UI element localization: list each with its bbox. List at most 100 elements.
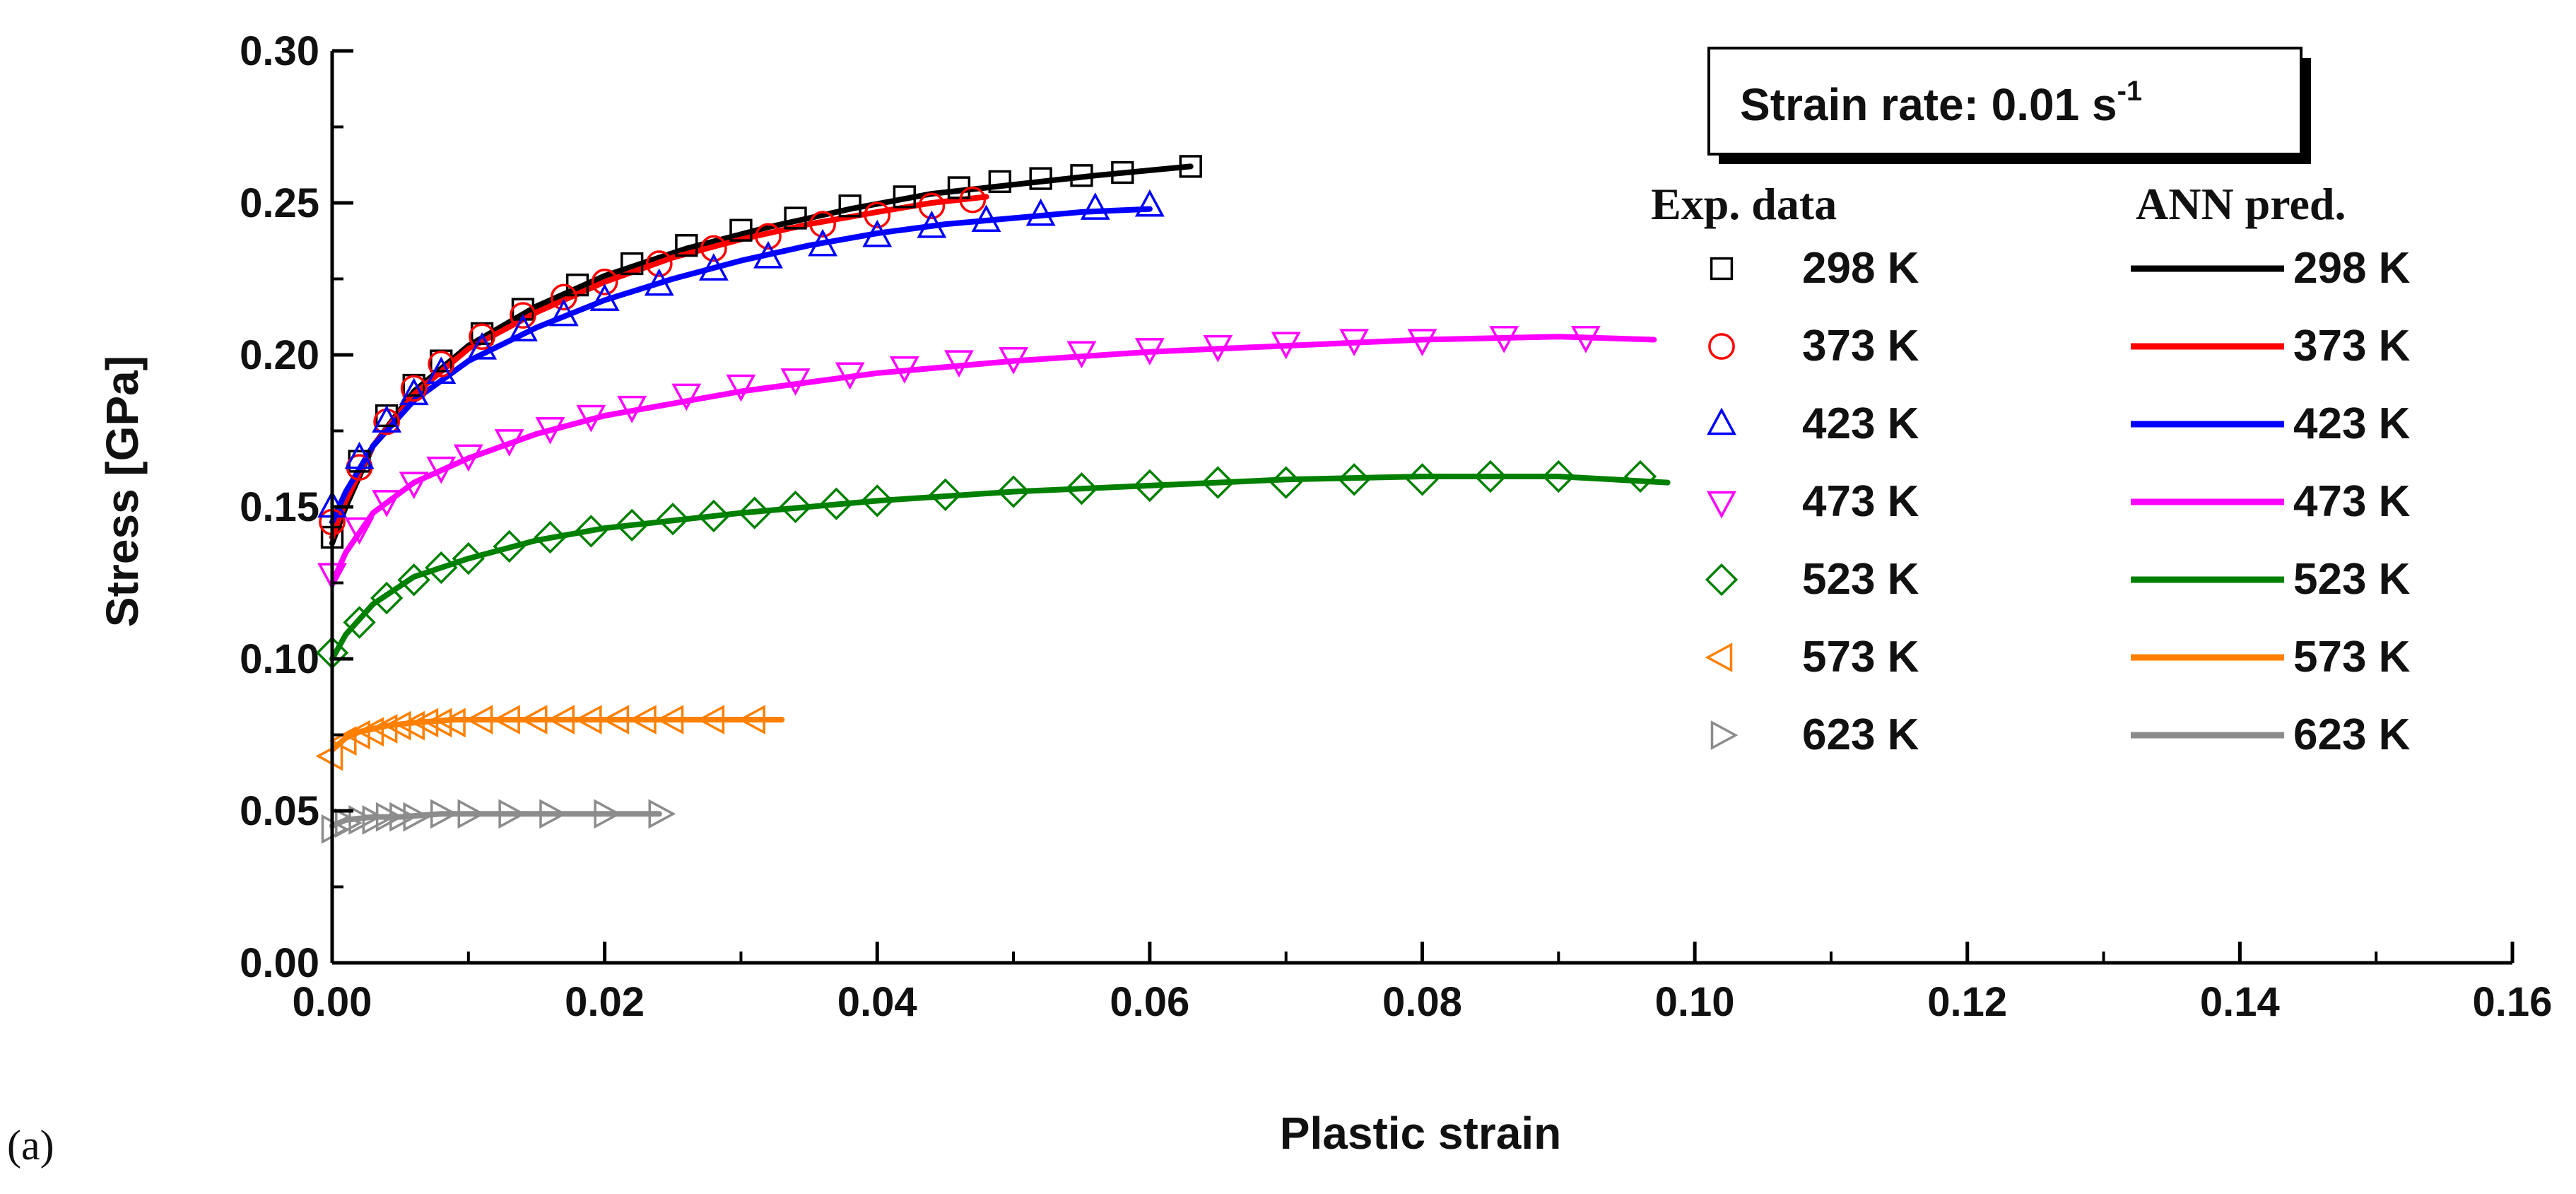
exp-point-523k xyxy=(1201,466,1235,499)
exp-point-423k xyxy=(753,240,783,269)
exp-point-423k xyxy=(467,332,498,360)
exp-point-523k xyxy=(1474,460,1507,493)
exp-point-423k xyxy=(1080,192,1110,220)
exp-point-523k xyxy=(1623,460,1657,493)
exp-point-298k xyxy=(838,194,861,218)
legend: Exp. data ANN pred. 298 K 298 K 373 K 373 K… xyxy=(1651,179,2411,759)
exp-point-473k xyxy=(399,472,429,500)
exp-point-623k xyxy=(389,802,417,832)
exp-point-573k xyxy=(738,705,765,734)
exp-point-523k xyxy=(779,490,812,524)
exp-point-423k xyxy=(426,356,457,385)
x-tick-label: 0.12 xyxy=(1927,979,2007,1025)
exp-point-523k xyxy=(575,515,608,548)
exp-point-473k xyxy=(576,404,606,433)
exp-point-473k xyxy=(1271,332,1301,360)
exp-point-623k xyxy=(498,799,527,829)
exp-point-573k xyxy=(315,741,343,771)
x-tick-label: 0.08 xyxy=(1382,979,1462,1025)
exp-point-523k xyxy=(1065,472,1098,505)
exp-point-373k xyxy=(645,250,673,277)
y-tick-label: 0.00 xyxy=(240,940,319,986)
exp-point-473k xyxy=(1134,338,1165,365)
legend-ann-label-423k: 423 K xyxy=(2293,399,2411,448)
exp-point-623k xyxy=(539,799,567,829)
exp-point-423k xyxy=(644,268,674,296)
exp-point-523k xyxy=(1542,460,1575,493)
legend-ann-header: ANN pred. xyxy=(2136,179,2346,229)
panel-label: (a) xyxy=(7,1122,54,1169)
exp-point-523k xyxy=(493,529,526,563)
exp-point-298k xyxy=(893,185,916,209)
x-tick-label: 0.10 xyxy=(1655,979,1735,1025)
annotation-text: Strain rate: 0.01 s xyxy=(1740,79,2117,130)
exp-point-573k xyxy=(628,705,657,734)
exp-point-473k xyxy=(617,395,647,423)
exp-point-298k xyxy=(988,170,1011,194)
exp-point-573k xyxy=(411,708,439,738)
y-tick-label: 0.10 xyxy=(240,636,319,682)
exp-point-523k xyxy=(820,487,853,520)
legend-marker-298k xyxy=(1710,257,1734,281)
exp-point-473k xyxy=(453,444,483,472)
legend-exp-header: Exp. data xyxy=(1651,179,1837,229)
exp-point-473k xyxy=(1407,329,1437,356)
exp-point-523k xyxy=(1269,466,1302,499)
exp-point-473k xyxy=(835,362,865,390)
exp-point-573k xyxy=(424,708,452,738)
y-tick-label: 0.25 xyxy=(240,180,319,226)
legend-marker-373k xyxy=(1708,333,1735,360)
x-tick-label: 0.02 xyxy=(565,979,645,1025)
exp-point-373k xyxy=(591,268,618,295)
y-tick-label: 0.05 xyxy=(240,788,319,834)
exp-point-373k xyxy=(510,302,536,329)
exp-point-298k xyxy=(1111,160,1134,185)
exp-point-423k xyxy=(862,219,893,247)
exp-point-473k xyxy=(999,347,1028,375)
exp-point-298k xyxy=(729,218,753,242)
exp-point-573k xyxy=(656,705,684,734)
exp-point-573k xyxy=(493,705,520,734)
y-tick-label: 0.30 xyxy=(240,28,319,74)
exp-point-523k xyxy=(1406,463,1439,496)
legend-exp-label-623k: 623 K xyxy=(1802,710,1919,759)
legend-ann-label-523k: 523 K xyxy=(2293,555,2411,604)
exp-point-373k xyxy=(400,375,428,402)
legend-ann-label-623k: 623 K xyxy=(2293,710,2411,759)
ann-line-473k xyxy=(329,334,1657,586)
exp-point-423k xyxy=(372,405,402,433)
exp-point-523k xyxy=(370,581,404,615)
exp-point-298k xyxy=(675,234,698,257)
exp-point-473k xyxy=(344,517,375,545)
legend-exp-label-573k: 573 K xyxy=(1802,633,1919,681)
exp-point-623k xyxy=(348,804,377,835)
exp-point-373k xyxy=(809,211,836,238)
exp-point-473k xyxy=(1489,325,1519,353)
exp-point-573k xyxy=(574,705,602,734)
legend-ann-label-473k: 473 K xyxy=(2293,477,2411,526)
ann-line-423k xyxy=(329,206,1153,525)
exp-point-473k xyxy=(535,416,565,445)
exp-point-473k xyxy=(671,383,702,411)
exp-point-298k xyxy=(1179,155,1202,178)
exp-point-423k xyxy=(399,377,429,406)
exp-point-473k xyxy=(780,368,811,396)
exp-point-423k xyxy=(548,298,579,327)
exp-point-473k xyxy=(1339,329,1370,356)
x-tick-label: 0.14 xyxy=(2200,979,2280,1025)
x-tick-label: 0.04 xyxy=(837,979,917,1025)
exp-point-473k xyxy=(1570,325,1601,353)
annotation-box xyxy=(1707,47,2302,156)
exp-point-473k xyxy=(1066,341,1097,369)
x-tick-label: 0.00 xyxy=(293,979,372,1025)
exp-point-573k xyxy=(547,705,575,734)
exp-point-298k xyxy=(621,252,644,276)
exp-point-623k xyxy=(594,799,622,829)
exp-point-373k xyxy=(959,186,987,213)
exp-point-523k xyxy=(1337,463,1371,496)
y-axis-title: Stress [GPa] xyxy=(97,356,148,627)
experimental-data-markers xyxy=(315,155,1657,844)
exp-point-523k xyxy=(929,478,962,511)
exp-point-423k xyxy=(698,253,729,281)
legend-marker-473k xyxy=(1707,491,1736,519)
